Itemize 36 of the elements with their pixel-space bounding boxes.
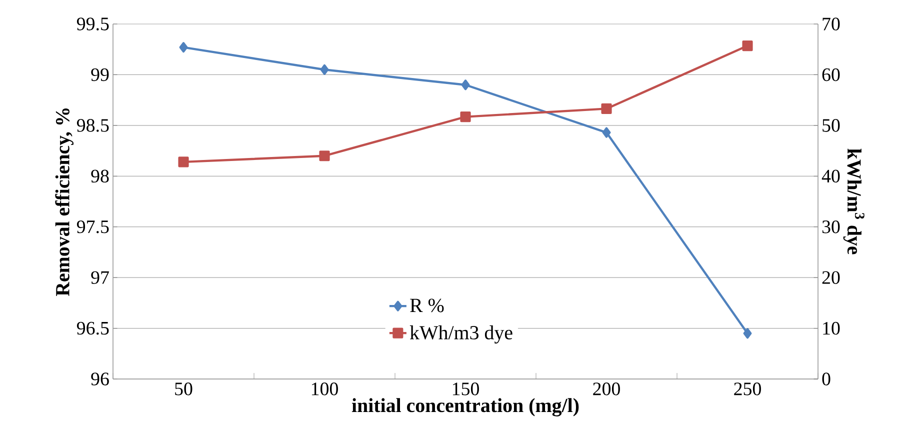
point bbox=[179, 42, 188, 53]
point bbox=[742, 40, 753, 52]
y-tick-label: 99 bbox=[91, 68, 109, 82]
x-tick-label: 100 bbox=[312, 382, 338, 396]
y-tick-label: 97 bbox=[91, 271, 109, 284]
y2-axis-title: kWh/m$^{3}$ dye bbox=[843, 148, 864, 254]
y-tick-label: 98 bbox=[91, 170, 109, 183]
point bbox=[601, 103, 612, 114]
point bbox=[319, 150, 330, 162]
x-axis-title: initial concentration (mg/l) bbox=[352, 398, 579, 416]
point bbox=[178, 156, 189, 168]
y2-tick-label: 70 bbox=[822, 18, 840, 30]
point bbox=[743, 328, 752, 339]
y2-tick-label: 30 bbox=[822, 220, 840, 234]
legend-label: R % bbox=[410, 298, 444, 312]
y-tick-label: 96 bbox=[91, 372, 109, 386]
x-tick-label: 150 bbox=[452, 382, 479, 396]
point bbox=[460, 112, 471, 122]
x-tick-label: 200 bbox=[593, 382, 620, 396]
y-tick-label: 98.5 bbox=[76, 119, 109, 132]
x-tick-label: 50 bbox=[175, 382, 192, 396]
y2-tick-label: 50 bbox=[822, 119, 840, 132]
legend-label: kWh/m3 dye bbox=[410, 325, 512, 344]
point bbox=[320, 64, 329, 75]
y2-tick-label: 10 bbox=[823, 322, 840, 335]
y2-tick-label: 60 bbox=[822, 68, 840, 82]
point bbox=[602, 127, 611, 138]
y2-tick-label: 0 bbox=[822, 372, 830, 386]
y-tick-label: 97.5 bbox=[76, 220, 109, 234]
y-axis-title: Removal efficiency, % bbox=[55, 108, 74, 296]
y-tick-label: 96.5 bbox=[76, 322, 109, 335]
x-tick-label: 250 bbox=[734, 382, 761, 396]
point bbox=[461, 80, 470, 90]
y2-tick-label: 40 bbox=[822, 170, 840, 183]
y-tick-label: 99.5 bbox=[76, 18, 109, 30]
y2-tick-label: 20 bbox=[822, 271, 840, 284]
